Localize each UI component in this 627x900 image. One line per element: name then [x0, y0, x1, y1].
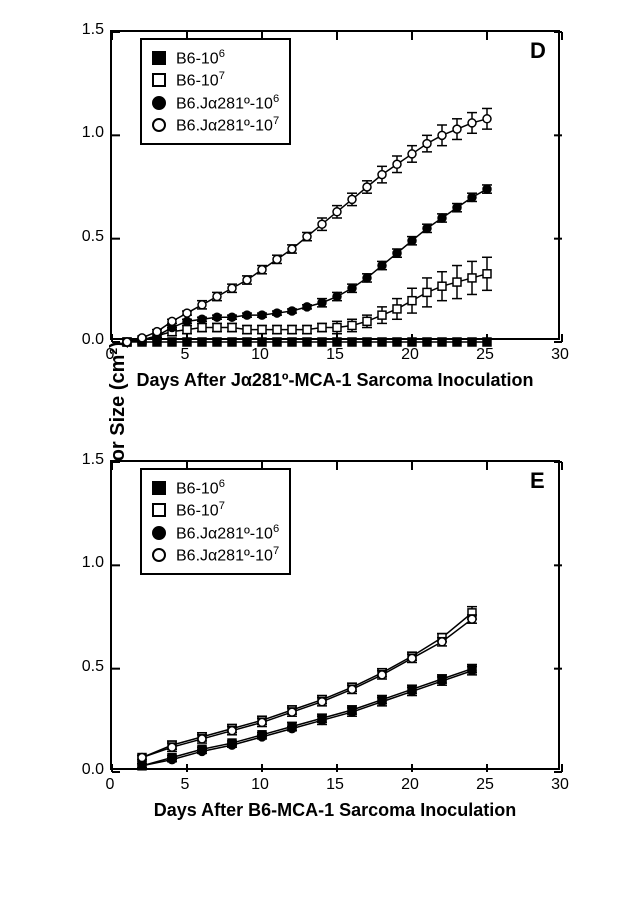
- legend-item: B6.Jα281º-106: [152, 523, 279, 543]
- legend-marker-icon: [152, 481, 166, 495]
- x-tick-label: 30: [551, 776, 569, 794]
- panel-letter: E: [530, 468, 545, 494]
- y-tick-label: 0.5: [70, 658, 104, 676]
- x-tick-label: 0: [106, 776, 115, 794]
- x-tick-label: 25: [476, 776, 494, 794]
- x-tick-label: 10: [251, 776, 269, 794]
- x-tick-label: 30: [551, 346, 569, 364]
- x-tick-label: 25: [476, 346, 494, 364]
- x-tick-label: 10: [251, 346, 269, 364]
- x-tick-label: 5: [181, 346, 190, 364]
- legend-label: B6.Jα281º-107: [176, 115, 279, 135]
- legend-marker-icon: [152, 548, 166, 562]
- y-tick-label: 1.0: [70, 554, 104, 572]
- x-tick-label: 0: [106, 346, 115, 364]
- x-tick-label: 15: [326, 776, 344, 794]
- x-tick-label: 5: [181, 776, 190, 794]
- y-tick-label: 1.0: [70, 124, 104, 142]
- legend-label: B6-106: [176, 48, 225, 68]
- figure-container: Mean Tumor Size (cm²) 0510152025300.00.5…: [0, 0, 627, 900]
- legend-item: B6.Jα281º-107: [152, 545, 279, 565]
- legend-label: B6-106: [176, 478, 225, 498]
- legend-marker-icon: [152, 96, 166, 110]
- legend-label: B6.Jα281º-107: [176, 545, 279, 565]
- legend: B6-106B6-107 B6.Jα281º-106B6.Jα281º-107: [140, 38, 291, 145]
- legend-label: B6.Jα281º-106: [176, 523, 279, 543]
- legend-item: B6.Jα281º-106: [152, 93, 279, 113]
- legend-label: B6.Jα281º-106: [176, 93, 279, 113]
- y-tick-label: 0.5: [70, 228, 104, 246]
- x-tick-label: 15: [326, 346, 344, 364]
- x-axis-label: Days After B6-MCA-1 Sarcoma Inoculation: [110, 800, 560, 821]
- legend-marker-icon: [152, 118, 166, 132]
- legend-item: B6-106: [152, 478, 279, 498]
- panel-letter: D: [530, 38, 546, 64]
- x-tick-label: 20: [401, 776, 419, 794]
- legend-item: B6-107: [152, 70, 279, 90]
- legend-marker-icon: [152, 73, 166, 87]
- legend: B6-106B6-107 B6.Jα281º-106B6.Jα281º-107: [140, 468, 291, 575]
- legend-label: B6-107: [176, 70, 225, 90]
- legend-item: B6-106: [152, 48, 279, 68]
- y-tick-label: 1.5: [70, 451, 104, 469]
- legend-item: B6-107: [152, 500, 279, 520]
- legend-label: B6-107: [176, 500, 225, 520]
- y-tick-label: 1.5: [70, 21, 104, 39]
- legend-item: B6.Jα281º-107: [152, 115, 279, 135]
- y-tick-label: 0.0: [70, 331, 104, 349]
- legend-marker-icon: [152, 51, 166, 65]
- legend-marker-icon: [152, 503, 166, 517]
- x-tick-label: 20: [401, 346, 419, 364]
- x-axis-label: Days After Jα281º-MCA-1 Sarcoma Inoculat…: [110, 370, 560, 391]
- legend-marker-icon: [152, 526, 166, 540]
- y-tick-label: 0.0: [70, 761, 104, 779]
